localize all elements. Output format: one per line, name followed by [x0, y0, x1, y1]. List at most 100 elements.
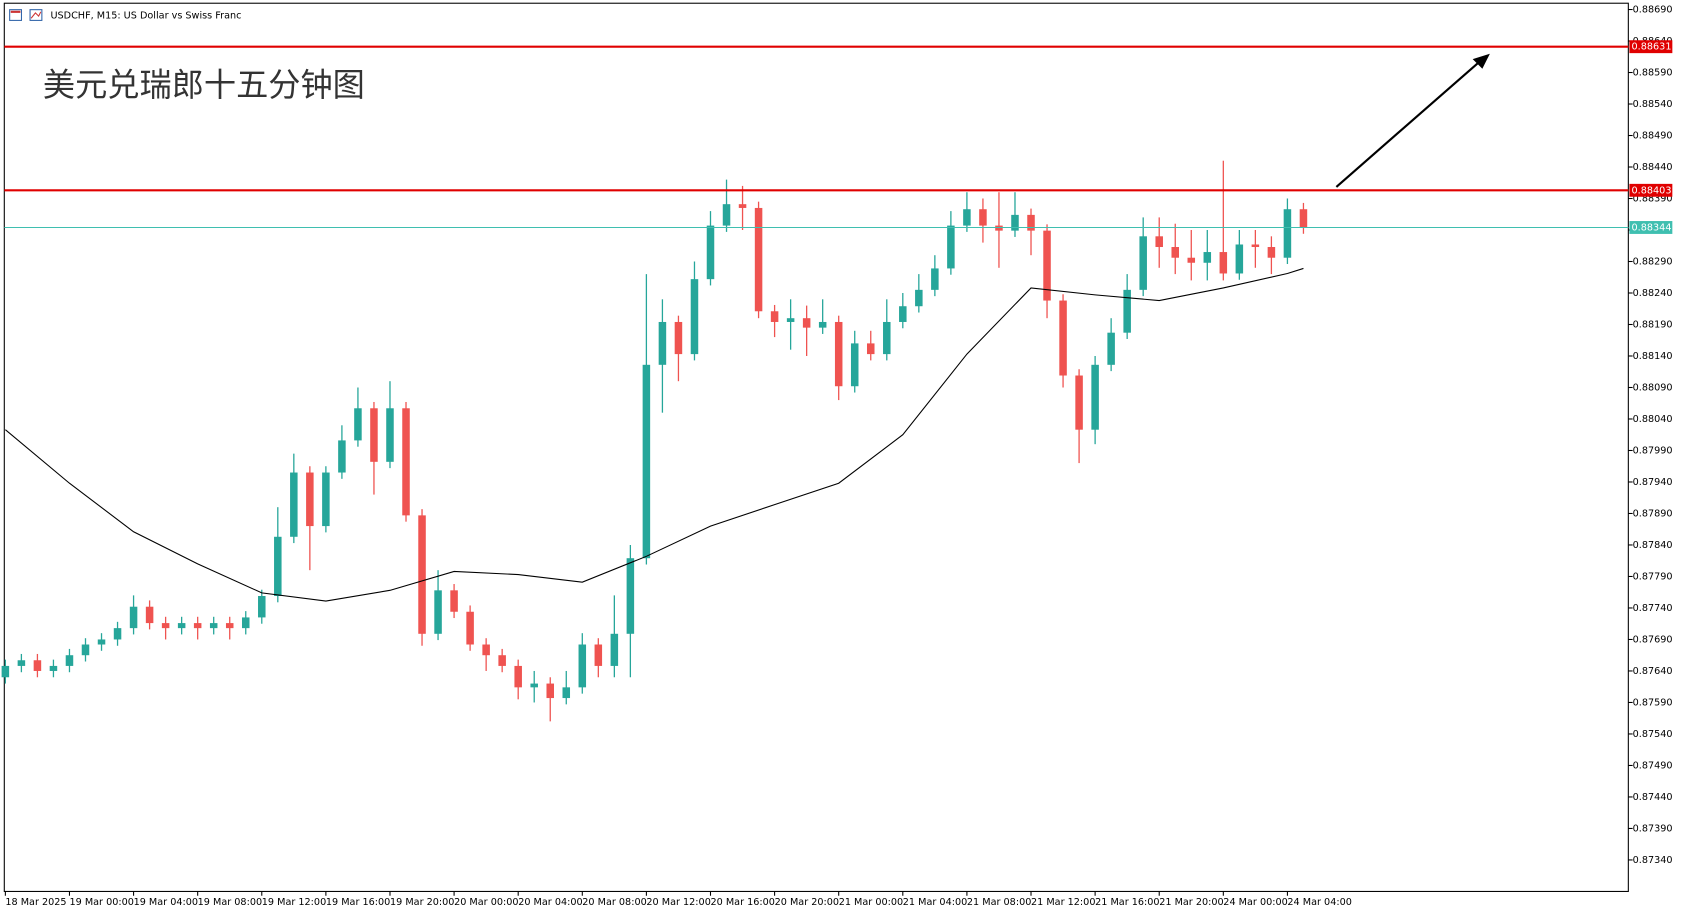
candle-body — [883, 321, 891, 355]
candle-body — [738, 204, 747, 208]
y-tick-label: 0.87340 — [1633, 855, 1673, 866]
candle-body — [1155, 236, 1163, 248]
candle-body — [65, 655, 74, 666]
candle-body — [209, 623, 218, 629]
candle-body — [274, 536, 282, 597]
y-tick-label: 0.88140 — [1633, 351, 1673, 362]
x-tick-label: 20 Mar 04:00 — [518, 897, 582, 908]
candle-body — [354, 408, 362, 441]
header-icons — [9, 9, 43, 21]
x-tick-label: 19 Mar 20:00 — [390, 897, 454, 908]
candle-body — [979, 209, 987, 226]
y-tick-label: 0.87690 — [1633, 634, 1673, 645]
candle-body — [1203, 252, 1212, 263]
candle-body — [1235, 244, 1244, 274]
y-tick-label: 0.88040 — [1633, 414, 1673, 425]
candle-body — [17, 660, 26, 666]
y-tick-label: 0.87540 — [1633, 729, 1673, 740]
candle-body — [241, 617, 250, 629]
x-tick-label: 20 Mar 08:00 — [582, 897, 646, 908]
candle-body — [963, 209, 971, 226]
candle-body — [995, 225, 1003, 231]
candle-body — [1187, 257, 1196, 263]
candle-body — [1059, 300, 1067, 376]
candle-body — [113, 628, 122, 640]
candle-body — [594, 644, 603, 666]
candle-body — [322, 472, 330, 527]
candle-body — [899, 306, 907, 322]
candle-body — [81, 644, 90, 656]
x-tick-label: 24 Mar 00:00 — [1223, 897, 1287, 908]
candle-body — [834, 321, 843, 387]
candle-body — [129, 606, 138, 629]
candle-body — [1299, 209, 1308, 228]
candle-body — [706, 225, 715, 280]
candle-body — [642, 364, 651, 559]
x-tick-label: 20 Mar 00:00 — [454, 897, 518, 908]
candle-body — [434, 590, 442, 634]
candle-body — [931, 268, 939, 290]
candle-body — [754, 207, 763, 312]
y-tick-label: 0.87790 — [1633, 571, 1673, 582]
candle-body — [1107, 332, 1115, 365]
candle-body — [290, 472, 298, 537]
x-tick-label: 20 Mar 12:00 — [646, 897, 710, 908]
y-tick-label: 0.87590 — [1633, 697, 1673, 708]
candle-body — [1123, 289, 1131, 333]
candle-body — [177, 623, 186, 629]
candle-body — [1267, 247, 1276, 258]
price-level-tag — [1629, 40, 1673, 54]
y-tick-label: 0.88590 — [1633, 68, 1673, 79]
moving-average — [5, 267, 1304, 602]
x-tick-label: 21 Mar 12:00 — [1031, 897, 1095, 908]
candle-body — [1283, 209, 1292, 258]
candle-body — [562, 687, 571, 699]
plot-frame — [3, 2, 1629, 892]
candle-body — [658, 321, 667, 365]
x-tick-label: 20 Mar 20:00 — [775, 897, 839, 908]
trend-arrow — [1335, 59, 1482, 188]
candle-body — [626, 558, 635, 634]
chart-title: 美元兑瑞郎十五分钟图 — [43, 66, 365, 104]
x-tick-label: 21 Mar 04:00 — [903, 897, 967, 908]
candle-body — [690, 279, 699, 355]
candle-body — [578, 644, 587, 688]
y-tick-label: 0.88690 — [1633, 5, 1673, 16]
chart-header: USDCHF, M15: US Dollar vs Swiss Franc — [50, 11, 241, 22]
candle-body — [1075, 375, 1083, 430]
candle-body — [145, 606, 154, 624]
y-tick-label: 0.87440 — [1633, 792, 1673, 803]
candle-body — [947, 225, 955, 269]
price-level-label: 0.88631 — [1632, 42, 1672, 53]
x-tick-label: 20 Mar 16:00 — [710, 897, 774, 908]
price-level-label: 0.88403 — [1632, 185, 1672, 196]
candle-body — [674, 321, 683, 355]
y-tick-label: 0.88090 — [1633, 382, 1673, 393]
candle-body — [193, 623, 202, 629]
candle-body — [722, 204, 731, 226]
candle-body — [386, 408, 394, 462]
candle-body — [498, 655, 506, 666]
candle-body — [1139, 236, 1147, 290]
x-tick-label: 24 Mar 04:00 — [1287, 897, 1351, 908]
price-level-label: 0.88344 — [1632, 222, 1672, 233]
candle-body — [49, 665, 58, 671]
y-tick-label: 0.88440 — [1633, 162, 1673, 173]
candle-body — [818, 321, 827, 328]
price-level-tag — [1629, 221, 1673, 234]
candle-body — [450, 590, 458, 612]
arrow-head — [1472, 53, 1490, 69]
y-tick-label: 0.87740 — [1633, 603, 1673, 614]
candle-body — [33, 660, 42, 671]
y-tick-label: 0.88540 — [1633, 99, 1673, 110]
candle-body — [770, 311, 779, 322]
y-tick-label: 0.88290 — [1633, 256, 1673, 267]
x-tick-label: 21 Mar 00:00 — [839, 897, 903, 908]
candle-body — [161, 623, 170, 629]
candle-body — [418, 515, 426, 634]
candle-body — [1171, 247, 1179, 258]
candle-body — [97, 639, 106, 645]
candle-body — [225, 623, 234, 629]
y-tick-label: 0.87940 — [1633, 477, 1673, 488]
